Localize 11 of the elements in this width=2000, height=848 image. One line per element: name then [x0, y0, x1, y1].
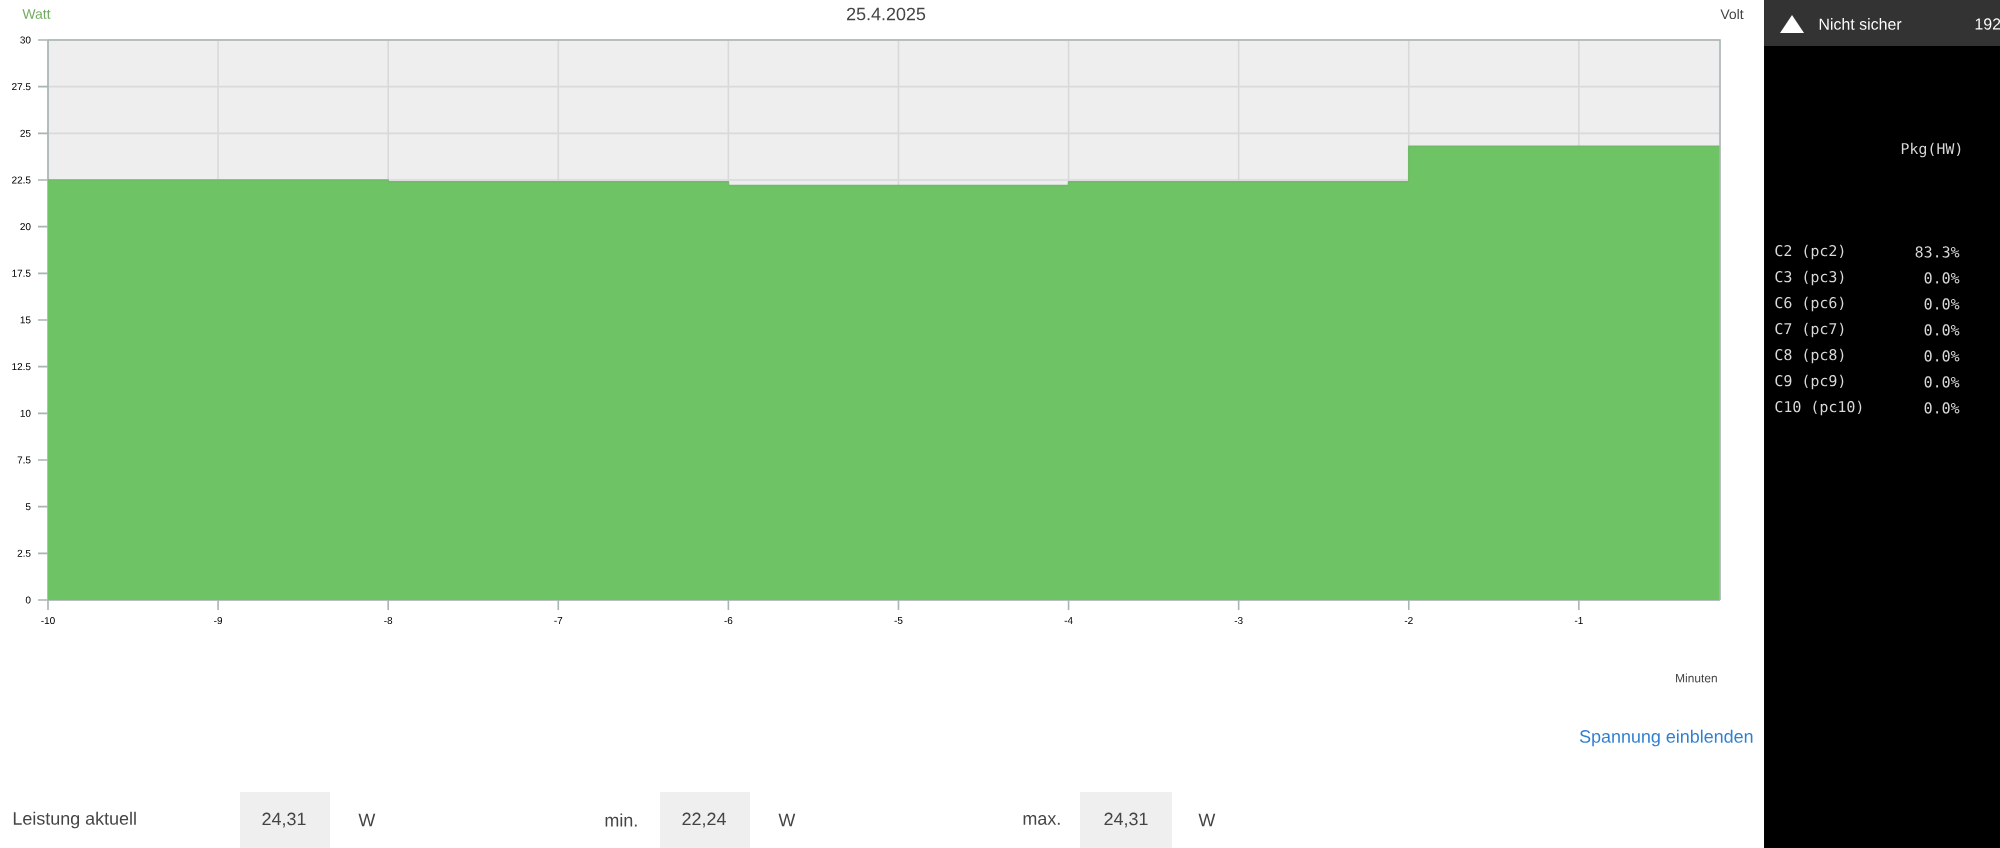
text: 24,31 [1104, 812, 1148, 828]
text: min. [605, 813, 637, 827]
text: W [1198, 813, 1216, 827]
text: W [778, 813, 796, 827]
chart-title: 25.4.2025 [847, 7, 926, 21]
text: W [358, 813, 376, 827]
text: Leistung aktuell [13, 811, 136, 829]
text: 22,24 [682, 812, 726, 828]
text: 24,31 [262, 812, 306, 828]
text: max. [1023, 815, 1060, 825]
text: Spannung einblenden [1579, 729, 1753, 747]
